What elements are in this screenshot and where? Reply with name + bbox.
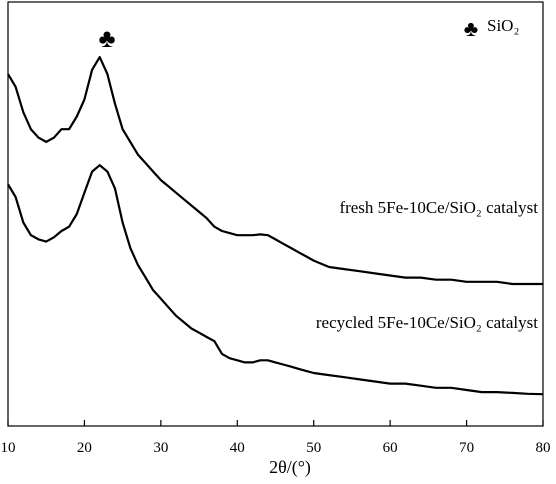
peak-marker-icon: ♣ bbox=[98, 24, 115, 53]
legend: ♣ SiO₂ bbox=[464, 16, 520, 41]
x-tick-label: 40 bbox=[230, 440, 245, 456]
x-axis-label: 2θ/(°) bbox=[269, 457, 311, 478]
x-axis-ticks: 10 20 30 40 50 60 70 80 bbox=[1, 420, 551, 456]
x-tick-label: 50 bbox=[306, 440, 321, 456]
series-lines bbox=[7, 56, 544, 396]
x-tick-label: 20 bbox=[77, 440, 92, 456]
x-tick-label: 70 bbox=[459, 440, 474, 456]
x-tick-label: 80 bbox=[536, 440, 551, 456]
x-tick-label: 60 bbox=[383, 440, 398, 456]
x-tick-label: 30 bbox=[153, 440, 168, 456]
plot-frame bbox=[7, 1, 544, 427]
legend-marker-icon: ♣ bbox=[464, 16, 478, 41]
series-line-fresh bbox=[7, 56, 543, 286]
series-label-fresh: fresh 5Fe-10Ce/SiO₂ catalyst bbox=[339, 198, 538, 217]
series-label-recycled: recycled 5Fe-10Ce/SiO₂ catalyst bbox=[316, 313, 538, 332]
x-tick-label: 10 bbox=[1, 440, 16, 456]
legend-label: SiO₂ bbox=[487, 16, 519, 35]
series-line-recycled bbox=[7, 164, 544, 396]
